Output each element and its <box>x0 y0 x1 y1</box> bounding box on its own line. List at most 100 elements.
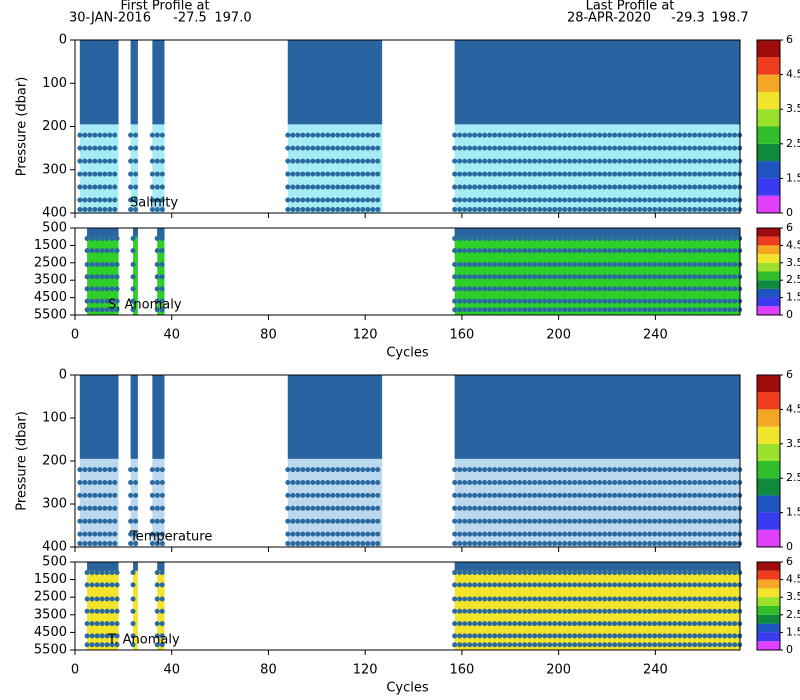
y-tick-label: 4500 <box>34 290 67 305</box>
x-tick-label: 0 <box>71 328 79 343</box>
panel-label: Salinity <box>130 196 178 211</box>
mask <box>454 562 740 571</box>
colorbar-band <box>757 623 780 633</box>
mask <box>130 40 138 125</box>
y-tick-label: 1500 <box>34 238 67 253</box>
y-tick-label: 400 <box>42 540 67 555</box>
colorbar-tick-label: 0 <box>786 206 793 219</box>
data-fill <box>157 562 165 650</box>
colorbar-tick-label: 2.5 <box>786 273 800 286</box>
y-axis-label: Pressure (dbar) <box>15 411 30 511</box>
x-tick-label: 80 <box>260 663 277 678</box>
colorbar-tick-label: 4.5 <box>786 402 800 415</box>
y-tick-label: 3500 <box>34 607 67 622</box>
colorbar-tick-label: 1.5 <box>786 291 800 304</box>
mask <box>130 375 138 459</box>
colorbar-frame <box>756 374 781 548</box>
colorbar-band <box>757 280 780 289</box>
y-tick-label: 3500 <box>34 273 67 288</box>
y-tick-label: 500 <box>42 555 67 570</box>
colorbar-tick-label: 4.5 <box>786 238 800 251</box>
first-date: 30-JAN-2016 <box>69 11 151 26</box>
x-tick-label: 120 <box>353 328 378 343</box>
x-tick-label: 40 <box>163 328 180 343</box>
x-tick-label: 40 <box>163 663 180 678</box>
colorbar-band <box>757 245 780 255</box>
mask <box>454 40 740 125</box>
mask <box>157 228 165 237</box>
y-tick-label: 5500 <box>34 643 67 658</box>
x-tick-label: 240 <box>643 328 668 343</box>
colorbar-frame <box>756 227 781 316</box>
colorbar-band <box>757 512 780 530</box>
colorbar-frame <box>756 39 781 214</box>
colorbar-tick-label: 2.5 <box>786 137 800 150</box>
colorbar-band <box>757 178 780 196</box>
x-tick-label: 200 <box>546 328 571 343</box>
first-lat: -27.5 <box>173 11 207 26</box>
colorbar-band <box>757 409 780 427</box>
colorbar-tick-label: 3.5 <box>786 437 800 450</box>
mask <box>152 375 165 459</box>
colorbar-band <box>757 478 780 496</box>
colorbar-band <box>757 375 780 393</box>
colorbar-band <box>757 495 780 513</box>
colorbar-band <box>757 588 780 598</box>
colorbar-tick-label: 1.5 <box>786 506 800 519</box>
colorbar-band <box>757 236 780 246</box>
colorbar-band <box>757 126 780 144</box>
mask <box>87 228 119 237</box>
colorbar-band <box>757 306 780 315</box>
data-fill <box>133 562 138 650</box>
colorbar-band <box>757 254 780 263</box>
mask <box>79 375 119 459</box>
colorbar-frame <box>756 561 781 651</box>
y-tick-label: 2500 <box>34 255 67 270</box>
y-tick-label: 200 <box>42 119 67 134</box>
colorbar-tick-label: 2.5 <box>786 608 800 621</box>
colorbar-band <box>757 606 780 615</box>
colorbar-band <box>757 614 780 624</box>
mask <box>287 40 383 125</box>
y-tick-label: 0 <box>59 33 67 48</box>
data-fill <box>130 375 138 547</box>
colorbar-tick-label: 2.5 <box>786 471 800 484</box>
colorbar-band <box>757 579 780 589</box>
colorbar-band <box>757 562 780 571</box>
colorbar-band <box>757 91 780 110</box>
colorbar-band <box>757 271 780 281</box>
panel-label: T. Anomaly <box>107 633 180 648</box>
x-tick-label: 240 <box>643 663 668 678</box>
last-lon: 198.7 <box>711 11 748 26</box>
y-tick-label: 300 <box>42 162 67 177</box>
y-axis-label: Pressure (dbar) <box>15 77 30 177</box>
y-tick-label: 200 <box>42 454 67 469</box>
first-label: First Profile at <box>120 0 209 14</box>
data-fill <box>133 228 138 315</box>
x-tick-label: 200 <box>546 663 571 678</box>
colorbar-tick-label: 6 <box>786 555 793 568</box>
last-label: Last Profile at <box>586 0 675 14</box>
mask <box>454 228 740 237</box>
panel-label: S. Anomaly <box>108 298 182 313</box>
colorbar-tick-label: 6 <box>786 33 793 46</box>
colorbar-band <box>757 40 780 58</box>
colorbar-tick-label: 4.5 <box>786 68 800 81</box>
x-axis-label: Cycles <box>386 346 429 361</box>
first-lon: 197.0 <box>214 11 251 26</box>
x-tick-label: 160 <box>449 328 474 343</box>
last-lat: -29.3 <box>671 11 705 26</box>
data-fill <box>130 40 138 213</box>
colorbar-band <box>757 426 780 444</box>
colorbar-tick-label: 1.5 <box>786 171 800 184</box>
y-tick-label: 100 <box>42 411 67 426</box>
y-tick-label: 1500 <box>34 572 67 587</box>
colorbar-band <box>757 570 780 580</box>
y-tick-label: 5500 <box>34 308 67 323</box>
colorbar-tick-label: 3.5 <box>786 256 800 269</box>
mask <box>287 375 383 459</box>
colorbar-band <box>757 262 780 272</box>
colorbar-tick-label: 6 <box>786 221 793 234</box>
colorbar-band <box>757 109 780 127</box>
colorbar-tick-label: 1.5 <box>786 625 800 638</box>
